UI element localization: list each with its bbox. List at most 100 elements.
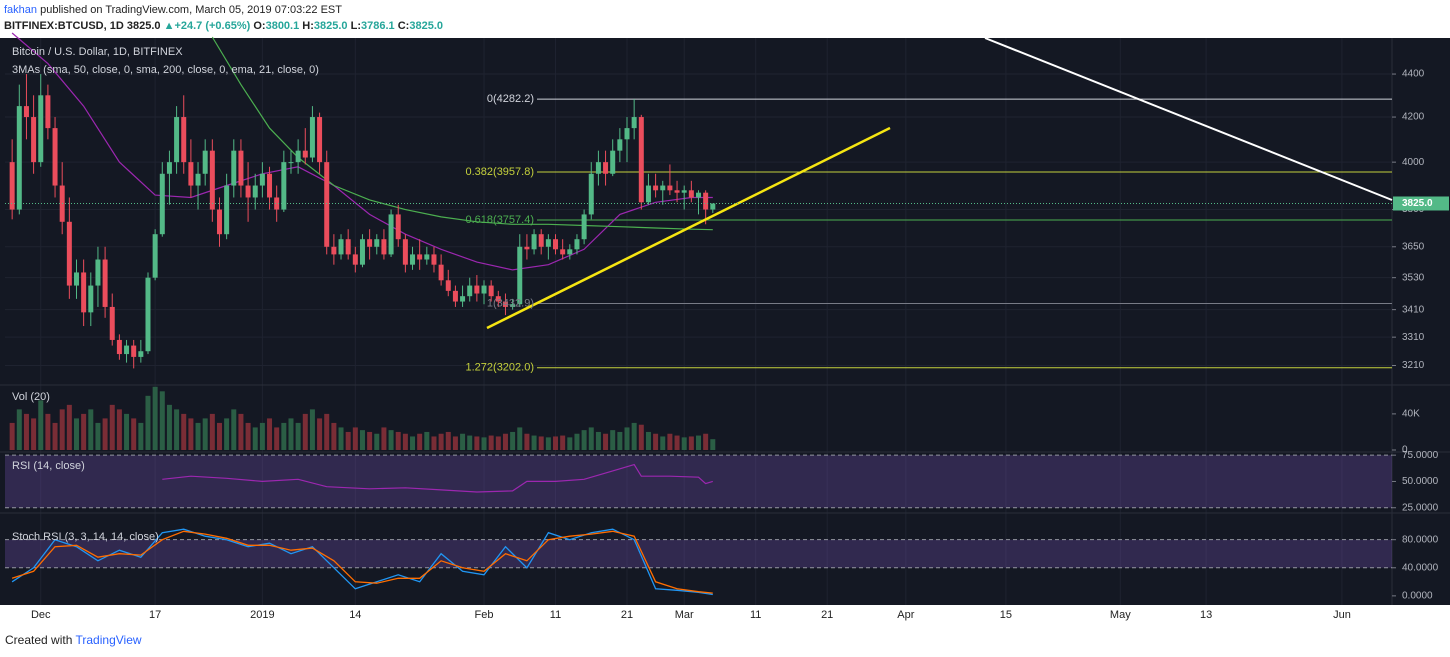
volume-bar xyxy=(116,409,122,450)
candle-body xyxy=(109,306,115,340)
y-tick-label: 40.0000 xyxy=(1402,562,1439,573)
volume-bar xyxy=(674,435,680,450)
y-tick-label: 25.0000 xyxy=(1402,502,1439,513)
volume-bar xyxy=(66,404,72,450)
volume-bar xyxy=(238,413,244,450)
volume-bar xyxy=(603,433,609,450)
volume-bar xyxy=(174,409,180,450)
candle-body xyxy=(359,239,365,265)
candle-body xyxy=(538,234,544,247)
volume-bar xyxy=(588,427,594,450)
trend-line xyxy=(984,37,1393,201)
candle-body xyxy=(495,296,501,302)
volume-bar xyxy=(410,436,416,450)
y-tick-label: 75.0000 xyxy=(1402,450,1439,461)
candle-body xyxy=(238,150,244,186)
candle-body xyxy=(645,185,651,203)
ohlc-label: L: xyxy=(350,20,362,32)
volume-bar xyxy=(166,404,172,450)
candle-body xyxy=(410,254,416,265)
candle-body xyxy=(202,150,208,174)
symbol: BITFINEX:BTCUSD, 1D xyxy=(4,20,124,32)
candle-body xyxy=(317,117,323,163)
candle-body xyxy=(688,190,694,198)
candle-body xyxy=(38,95,44,163)
y-tick-label: 0.0000 xyxy=(1402,591,1433,602)
candle-body xyxy=(216,209,222,235)
moving-average xyxy=(211,36,713,231)
change: ▲+24.7 (+0.65%) xyxy=(163,20,251,32)
footer: Created with TradingView xyxy=(5,633,142,647)
volume-bar xyxy=(73,418,79,450)
volume-bar xyxy=(209,413,215,450)
y-tick-label: 80.0000 xyxy=(1402,534,1439,545)
y-tick-label: 3210 xyxy=(1402,360,1425,371)
volume-bar xyxy=(560,435,566,450)
fib-label: 0.618(3757.4) xyxy=(466,214,535,226)
brand[interactable]: TradingView xyxy=(75,633,142,647)
x-tick-label: Dec xyxy=(31,609,51,621)
indicator-line xyxy=(11,528,713,596)
volume-bar xyxy=(631,422,637,450)
volume-bar xyxy=(553,436,559,450)
volume-bar xyxy=(388,430,394,450)
candle-body xyxy=(381,239,387,255)
candle-body xyxy=(31,117,37,163)
volume-bar xyxy=(510,431,516,450)
candle-body xyxy=(231,150,237,186)
candle-body xyxy=(438,264,444,281)
volume-bar xyxy=(38,400,44,450)
volume-bar xyxy=(581,430,587,450)
candle-body xyxy=(295,150,301,163)
y-tick-label: 4000 xyxy=(1402,157,1425,168)
volume-bar xyxy=(309,409,315,450)
volume-bar xyxy=(488,435,494,450)
author[interactable]: fakhan xyxy=(4,4,38,16)
volume-bar xyxy=(460,433,466,450)
volume-bar xyxy=(359,430,365,450)
candle-body xyxy=(531,234,537,250)
volume-bar xyxy=(710,439,716,450)
volume-bar xyxy=(216,422,222,450)
volume-bar xyxy=(245,422,251,450)
y-tick-label: 3530 xyxy=(1402,272,1425,283)
candle-body xyxy=(152,234,158,278)
volume-bar xyxy=(152,386,158,450)
publish-line: fakhan published on TradingView.com, Mar… xyxy=(4,2,443,18)
candle-body xyxy=(567,249,573,255)
volume-bar xyxy=(481,437,487,450)
volume-bar xyxy=(95,422,101,450)
volume-bar xyxy=(445,431,451,450)
volume-bar xyxy=(624,427,630,450)
indicator-label: 3MAs (sma, 50, close, 0, sma, 200, close… xyxy=(12,64,319,76)
volume-bar xyxy=(331,422,337,450)
candle-body xyxy=(460,296,466,302)
volume-bar xyxy=(610,430,616,450)
volume-bar xyxy=(231,409,237,450)
candle-body xyxy=(267,173,273,198)
volume-bar xyxy=(474,436,480,450)
candle-body xyxy=(138,351,144,357)
volume-bar xyxy=(16,409,22,450)
pane-title: Bitcoin / U.S. Dollar, 1D, BITFINEX xyxy=(12,46,183,58)
symbol-line: BITFINEX:BTCUSD, 1D 3825.0 ▲+24.7 (+0.65… xyxy=(4,18,443,34)
candle-body xyxy=(245,185,251,198)
candle-body xyxy=(424,254,430,260)
candle-body xyxy=(324,162,330,247)
indicator-line xyxy=(11,530,713,594)
candle-body xyxy=(667,185,673,191)
price: 3825.0 xyxy=(126,20,161,32)
candle-body xyxy=(517,246,523,305)
pane-title: Vol (20) xyxy=(12,391,50,403)
candle-body xyxy=(467,285,473,297)
volume-bar xyxy=(381,427,387,450)
volume-bar xyxy=(524,433,530,450)
candle-body xyxy=(574,239,580,250)
candle-body xyxy=(9,162,15,210)
volume-bar xyxy=(517,427,523,450)
candle-body xyxy=(45,95,51,129)
candle-body xyxy=(66,221,72,286)
volume-bar xyxy=(181,413,187,450)
x-tick-label: 14 xyxy=(349,609,361,621)
